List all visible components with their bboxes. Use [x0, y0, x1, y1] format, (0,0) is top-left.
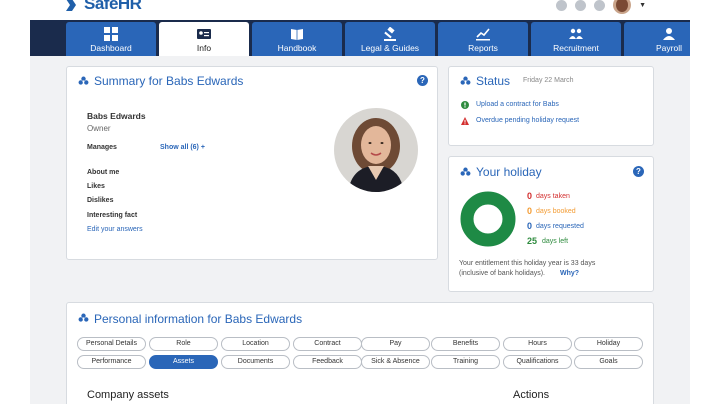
tab-label: Recruitment	[553, 43, 599, 53]
chevron-down-icon[interactable]: ▼	[639, 1, 646, 9]
user-menu: ▼	[556, 0, 646, 14]
days-booked-label: days booked	[536, 208, 576, 215]
pill-assets[interactable]: Assets	[149, 355, 218, 369]
holiday-donut-chart	[460, 191, 516, 247]
days-left-label: days left	[542, 238, 569, 245]
pill-benefits[interactable]: Benefits	[431, 337, 500, 351]
employee-name: Babs Edwards	[87, 111, 146, 121]
gavel-icon	[384, 27, 396, 41]
people-icon	[569, 28, 583, 39]
dislikes-label: Dislikes	[87, 197, 114, 204]
holiday-title: Your holiday	[476, 165, 542, 179]
grid-icon	[104, 27, 118, 41]
interesting-fact-label: Interesting fact	[87, 212, 138, 219]
tab-recruitment[interactable]: Recruitment	[531, 22, 621, 56]
days-taken-label: days taken	[536, 193, 570, 200]
user-icon	[663, 28, 675, 40]
tab-dashboard[interactable]: Dashboard	[66, 22, 156, 56]
tab-handbook[interactable]: Handbook	[252, 22, 342, 56]
brand-logo[interactable]: SafeHR	[66, 0, 142, 14]
entitlement-text-2: (inclusive of bank holidays).	[459, 270, 545, 277]
tab-label: Handbook	[277, 43, 317, 53]
tab-label: Info	[196, 43, 212, 53]
avatar[interactable]	[613, 0, 632, 14]
pill-documents[interactable]: Documents	[221, 355, 290, 369]
tab-label: Legal & Guides	[360, 43, 420, 53]
personal-info-card: Personal information for Babs Edwards Pe…	[66, 302, 654, 404]
flower-icon	[460, 167, 471, 176]
app-window: SafeHR ▼ Dashboard Info Handbook	[30, 0, 690, 404]
days-taken-value: 0	[527, 191, 533, 201]
show-all-link[interactable]: Show all (6) +	[160, 144, 205, 151]
employee-role: Owner	[87, 124, 111, 133]
entitlement-text: Your entitlement this holiday year is 33…	[459, 260, 596, 267]
pill-feedback[interactable]: Feedback	[293, 355, 362, 369]
tab-info[interactable]: Info	[159, 22, 249, 56]
pill-goals[interactable]: Goals	[574, 355, 643, 369]
pill-sick-absence[interactable]: Sick & Absence	[361, 355, 430, 369]
help-icon[interactable]: ?	[633, 166, 644, 177]
status-date: Friday 22 March	[523, 77, 574, 84]
edit-answers-link[interactable]: Edit your answers	[87, 226, 143, 233]
pill-performance[interactable]: Performance	[77, 355, 146, 369]
status-item-holiday[interactable]: Overdue pending holiday request	[476, 117, 580, 124]
days-requested-label: days requested	[536, 223, 584, 230]
days-booked-value: 0	[527, 206, 533, 216]
help-icon[interactable]: ?	[417, 75, 428, 86]
status-card: Status Friday 22 March Upload a contract…	[448, 66, 654, 146]
book-icon	[291, 29, 303, 40]
tab-label: Reports	[468, 43, 498, 53]
brand-name: SafeHR	[84, 0, 142, 13]
days-left-value: 25	[527, 236, 538, 246]
pill-qualifications[interactable]: Qualifications	[503, 355, 572, 369]
manages-label: Manages	[87, 144, 117, 151]
tab-label: Dashboard	[90, 43, 132, 53]
status-title: Status	[476, 74, 511, 88]
pill-holiday[interactable]: Holiday	[574, 337, 643, 351]
tab-payroll[interactable]: Payroll	[624, 22, 690, 56]
pill-role[interactable]: Role	[149, 337, 218, 351]
chart-icon	[476, 28, 490, 41]
status-item-contract[interactable]: Upload a contract for Babs	[476, 101, 559, 108]
pill-pay[interactable]: Pay	[361, 337, 430, 351]
logo-icon	[66, 0, 76, 11]
likes-label: Likes	[87, 183, 105, 190]
tab-reports[interactable]: Reports	[438, 22, 528, 56]
warning-icon	[461, 117, 469, 125]
flower-icon	[78, 313, 89, 322]
pill-location[interactable]: Location	[221, 337, 290, 351]
pill-contract[interactable]: Contract	[293, 337, 362, 351]
why-link[interactable]: Why?	[560, 270, 580, 277]
profile-photo	[334, 108, 418, 192]
pill-personal-details[interactable]: Personal Details	[77, 337, 146, 351]
gear-icon[interactable]	[575, 0, 587, 11]
about-me-label: About me	[87, 169, 120, 176]
id-card-icon	[197, 29, 211, 39]
company-assets-title: Company assets	[87, 389, 169, 401]
check-circle-icon	[461, 101, 469, 109]
pill-training[interactable]: Training	[431, 355, 500, 369]
help-icon[interactable]	[594, 0, 606, 11]
summary-title: Summary for Babs Edwards	[94, 74, 244, 88]
search-icon[interactable]	[556, 0, 568, 11]
holiday-card: Your holiday ? 0 days taken 0 days booke…	[448, 156, 654, 292]
tab-legal-guides[interactable]: Legal & Guides	[345, 22, 435, 56]
actions-title: Actions	[513, 389, 550, 401]
main-nav: Dashboard Info Handbook Legal & Guides R…	[30, 20, 690, 56]
days-requested-value: 0	[527, 221, 533, 231]
flower-icon	[460, 76, 471, 85]
tab-label: Payroll	[656, 43, 682, 53]
flower-icon	[78, 76, 89, 85]
personal-info-title: Personal information for Babs Edwards	[94, 312, 303, 326]
pill-hours[interactable]: Hours	[503, 337, 572, 351]
top-bar: SafeHR ▼	[30, 0, 690, 20]
